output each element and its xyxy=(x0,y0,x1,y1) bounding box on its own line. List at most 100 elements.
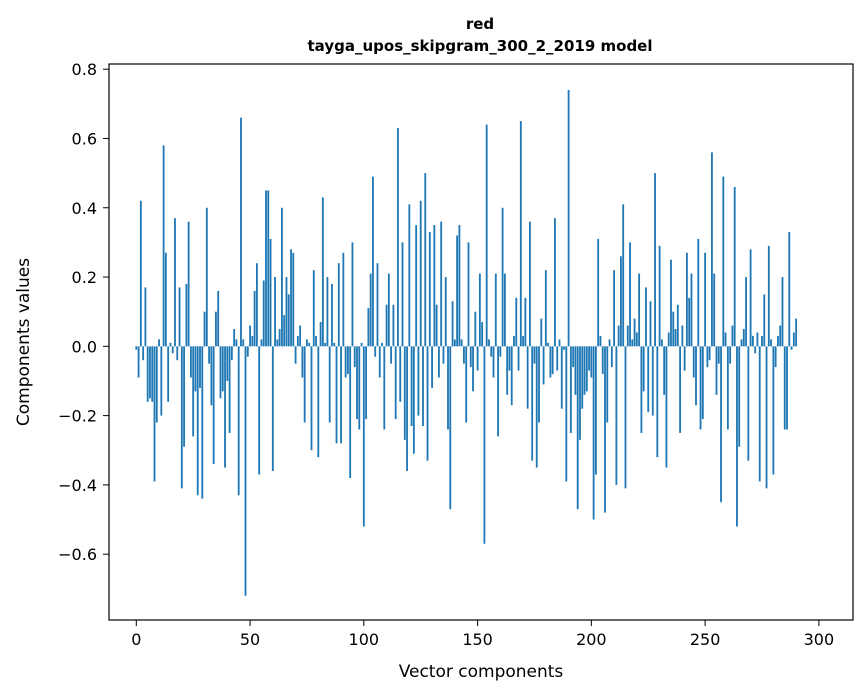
bar-39 xyxy=(224,346,226,468)
bar-267 xyxy=(742,329,745,347)
bar-275 xyxy=(761,335,763,347)
bar-263 xyxy=(733,186,736,347)
bar-244 xyxy=(690,273,693,347)
bar-151 xyxy=(478,273,481,347)
bar-161 xyxy=(501,207,504,347)
bar-212 xyxy=(617,325,620,347)
y-axis: −0.6 −0.4 −0.2 0.0 0.2 0.4 0.6 0.8 xyxy=(58,60,109,564)
bar-166 xyxy=(513,335,515,347)
bar-45 xyxy=(237,346,240,496)
bar-264 xyxy=(736,346,738,527)
bar-91 xyxy=(342,252,345,347)
bar-170 xyxy=(522,335,524,347)
bar-254 xyxy=(713,273,716,347)
bar-124 xyxy=(417,346,420,416)
bar-144 xyxy=(463,346,465,364)
bar-197 xyxy=(583,346,586,395)
bar-65 xyxy=(283,315,286,347)
bar-221 xyxy=(638,273,641,347)
bar-266 xyxy=(740,339,743,347)
bar-14 xyxy=(167,346,170,402)
bar-285 xyxy=(783,346,786,430)
bar-242 xyxy=(686,252,688,347)
bar-114 xyxy=(394,346,397,420)
bar-255 xyxy=(715,346,718,395)
bar-288 xyxy=(790,346,793,350)
bar-215 xyxy=(624,346,627,489)
bar-29 xyxy=(201,346,204,499)
bar-268 xyxy=(745,277,747,347)
bar-234 xyxy=(667,332,670,347)
bar-5 xyxy=(146,346,149,402)
bar-178 xyxy=(540,318,543,347)
bar-279 xyxy=(770,339,772,347)
bar-188 xyxy=(563,346,565,350)
bar-150 xyxy=(476,346,479,371)
bar-277 xyxy=(765,346,768,489)
bar-84 xyxy=(326,277,329,347)
bar-32 xyxy=(208,346,211,364)
bar-187 xyxy=(560,346,563,409)
bar-8 xyxy=(153,346,156,482)
bar-30 xyxy=(203,311,206,347)
bar-107 xyxy=(378,346,381,378)
bar-273 xyxy=(756,332,759,347)
bar-278 xyxy=(767,245,770,347)
bar-206 xyxy=(604,346,606,513)
bar-289 xyxy=(792,332,795,347)
bar-237 xyxy=(674,329,677,347)
bar-27 xyxy=(196,346,199,496)
bar-227 xyxy=(651,346,654,416)
bar-189 xyxy=(565,346,568,482)
bar-216 xyxy=(626,325,629,347)
bar-81 xyxy=(319,322,322,347)
bar-24 xyxy=(190,346,192,378)
bar-92 xyxy=(344,346,347,378)
bar-145 xyxy=(465,346,468,423)
bar-134 xyxy=(440,221,443,347)
bar-200 xyxy=(590,346,593,378)
bar-236 xyxy=(672,311,675,347)
x-tick-label: 150 xyxy=(462,630,493,649)
bar-122 xyxy=(412,346,415,454)
bar-258 xyxy=(722,176,725,347)
bar-68 xyxy=(290,249,292,347)
chart-title: red xyxy=(466,15,494,33)
bar-238 xyxy=(676,304,679,347)
bar-146 xyxy=(467,242,470,347)
bar-185 xyxy=(556,346,559,371)
bar-52 xyxy=(253,290,256,347)
bar-118 xyxy=(403,346,406,440)
bar-195 xyxy=(579,346,581,440)
bar-2 xyxy=(139,200,142,347)
bar-79 xyxy=(315,335,317,347)
bar-176 xyxy=(535,346,538,468)
bar-241 xyxy=(683,346,686,371)
bar-47 xyxy=(242,339,245,347)
bar-98 xyxy=(358,346,361,430)
bar-89 xyxy=(337,263,340,347)
bar-246 xyxy=(695,346,697,406)
x-axis-title: Vector components xyxy=(399,662,564,682)
bar-137 xyxy=(447,346,449,430)
bar-67 xyxy=(287,294,290,347)
bar-74 xyxy=(303,346,306,423)
bar-199 xyxy=(588,346,590,371)
bar-276 xyxy=(763,294,766,347)
bar-214 xyxy=(622,204,625,347)
bar-259 xyxy=(724,332,727,347)
bar-208 xyxy=(608,339,611,347)
bar-63 xyxy=(278,329,281,347)
y-tick-label: 0.4 xyxy=(72,199,97,218)
bar-77 xyxy=(310,346,313,451)
x-tick-label: 100 xyxy=(349,630,380,649)
bar-164 xyxy=(508,346,511,371)
bar-44 xyxy=(235,339,238,347)
bar-190 xyxy=(567,89,570,347)
bar-53 xyxy=(255,263,258,347)
bar-37 xyxy=(219,346,222,399)
bar-154 xyxy=(485,124,488,347)
bar-155 xyxy=(488,339,490,347)
bar-141 xyxy=(456,235,459,347)
bar-194 xyxy=(576,346,579,510)
